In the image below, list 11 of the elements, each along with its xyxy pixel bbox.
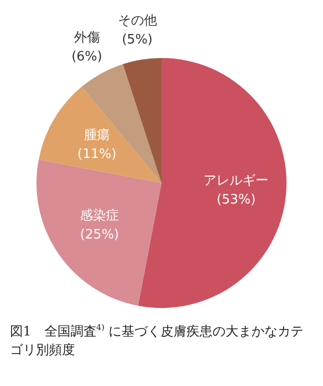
data-label: (6%) — [71, 50, 102, 65]
slice-label: その他 — [118, 13, 157, 28]
data-label: (5%) — [122, 32, 153, 48]
data-label: (53%) — [216, 192, 256, 208]
slice-label: アレルギー — [204, 173, 269, 188]
slice-label: 感染症 — [80, 208, 119, 224]
chart-title: 図1 全国調査$^{4)}$ に基づく皮膚疾患の大まかなカテゴリ別頻度 — [10, 323, 304, 358]
data-label: (11%) — [77, 147, 116, 162]
slice-label: 外傷 — [74, 30, 100, 46]
data-label: (25%) — [80, 228, 119, 243]
slice-label: 腫瘍 — [84, 128, 110, 144]
